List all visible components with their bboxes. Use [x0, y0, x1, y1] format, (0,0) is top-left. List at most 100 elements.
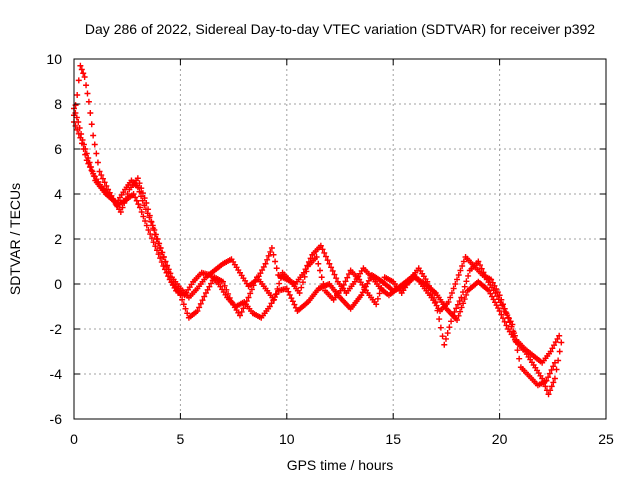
x-tick-label: 20: [492, 431, 508, 447]
data-point: [140, 213, 147, 220]
data-point: [550, 363, 557, 370]
data-point: [150, 225, 157, 232]
data-point: [264, 256, 271, 263]
data-point: [546, 370, 553, 377]
data-point: [503, 322, 510, 329]
data-point: [478, 265, 485, 272]
data-point: [177, 292, 184, 299]
data-point: [551, 359, 558, 366]
data-point: [132, 194, 139, 201]
data-point: [452, 281, 459, 287]
y-tick-label: 2: [54, 231, 62, 247]
tick-labels: 0 5 10 15 20 25 -6 -4 -2 0 2 4 6 8 10: [46, 51, 614, 447]
data-point: [545, 391, 552, 398]
data-point: [88, 121, 95, 128]
data-point: [502, 308, 509, 315]
series-trace-b: [71, 62, 565, 398]
data-point: [319, 246, 326, 253]
data-point: [158, 249, 165, 256]
data-point: [184, 310, 191, 317]
data-point: [143, 200, 150, 206]
data-point: [204, 286, 211, 293]
data-point: [339, 285, 346, 292]
data-point: [252, 278, 259, 285]
data-point: [225, 290, 232, 297]
data-point: [138, 209, 145, 215]
data-point: [226, 294, 233, 301]
data-point: [459, 289, 466, 296]
data-point: [155, 240, 162, 247]
data-point: [296, 290, 303, 296]
data-point: [454, 301, 461, 308]
data-point: [153, 236, 160, 242]
data-point: [257, 270, 264, 277]
data-point: [196, 304, 203, 311]
data-point: [499, 302, 506, 309]
data-point: [259, 267, 266, 274]
data-point: [453, 305, 460, 312]
data-point: [148, 218, 155, 225]
data-point: [451, 308, 458, 315]
data-point: [98, 172, 105, 179]
data-point: [494, 293, 501, 300]
data-point: [138, 193, 145, 200]
data-point: [550, 379, 557, 386]
data-point: [266, 303, 273, 310]
data-point: [454, 276, 461, 283]
data-point: [77, 134, 84, 141]
data-point: [432, 299, 439, 305]
data-point: [298, 284, 305, 291]
data-point: [547, 348, 554, 355]
data-point: [270, 251, 277, 258]
data-point: [553, 366, 560, 373]
data-point: [155, 251, 162, 258]
data-point: [460, 300, 467, 307]
data-point: [316, 267, 323, 274]
data-point: [345, 271, 352, 278]
y-tick-label: -2: [50, 321, 63, 337]
data-point: [272, 258, 279, 265]
data-point: [93, 150, 100, 157]
data-point: [465, 272, 472, 279]
data-point: [551, 375, 558, 382]
data-point: [482, 272, 489, 279]
data-point: [265, 252, 272, 259]
data-point: [455, 312, 462, 319]
data-point: [247, 290, 254, 297]
data-point: [236, 312, 243, 319]
data-point: [146, 212, 153, 219]
data-point: [539, 375, 546, 382]
data-point: [78, 66, 85, 73]
data-point: [91, 141, 98, 148]
data-point: [139, 190, 146, 197]
data-point: [328, 264, 335, 271]
data-point: [322, 253, 329, 260]
data-point: [180, 301, 187, 308]
data-point: [136, 204, 143, 211]
data-point: [136, 180, 143, 187]
x-tick-label: 5: [177, 431, 185, 447]
x-tick-label: 25: [598, 431, 614, 447]
data-point: [194, 308, 201, 314]
data-point: [456, 298, 463, 305]
data-point: [554, 335, 561, 342]
data-point: [299, 279, 306, 286]
data-point: [509, 321, 516, 328]
data-point: [439, 333, 446, 340]
y-tick-label: 0: [54, 276, 62, 292]
data-point: [238, 308, 245, 315]
data-point: [121, 200, 128, 206]
data-point: [495, 296, 502, 303]
data-point: [329, 267, 336, 274]
data-point: [75, 130, 82, 137]
data-point: [101, 179, 108, 186]
data-point: [268, 300, 275, 307]
data-point: [74, 92, 81, 98]
data-point: [156, 245, 163, 251]
series-trace-a: [71, 105, 563, 366]
data-point: [148, 235, 155, 242]
tick-marks: [73, 58, 607, 420]
data-point: [429, 290, 436, 297]
data-point: [74, 126, 81, 133]
